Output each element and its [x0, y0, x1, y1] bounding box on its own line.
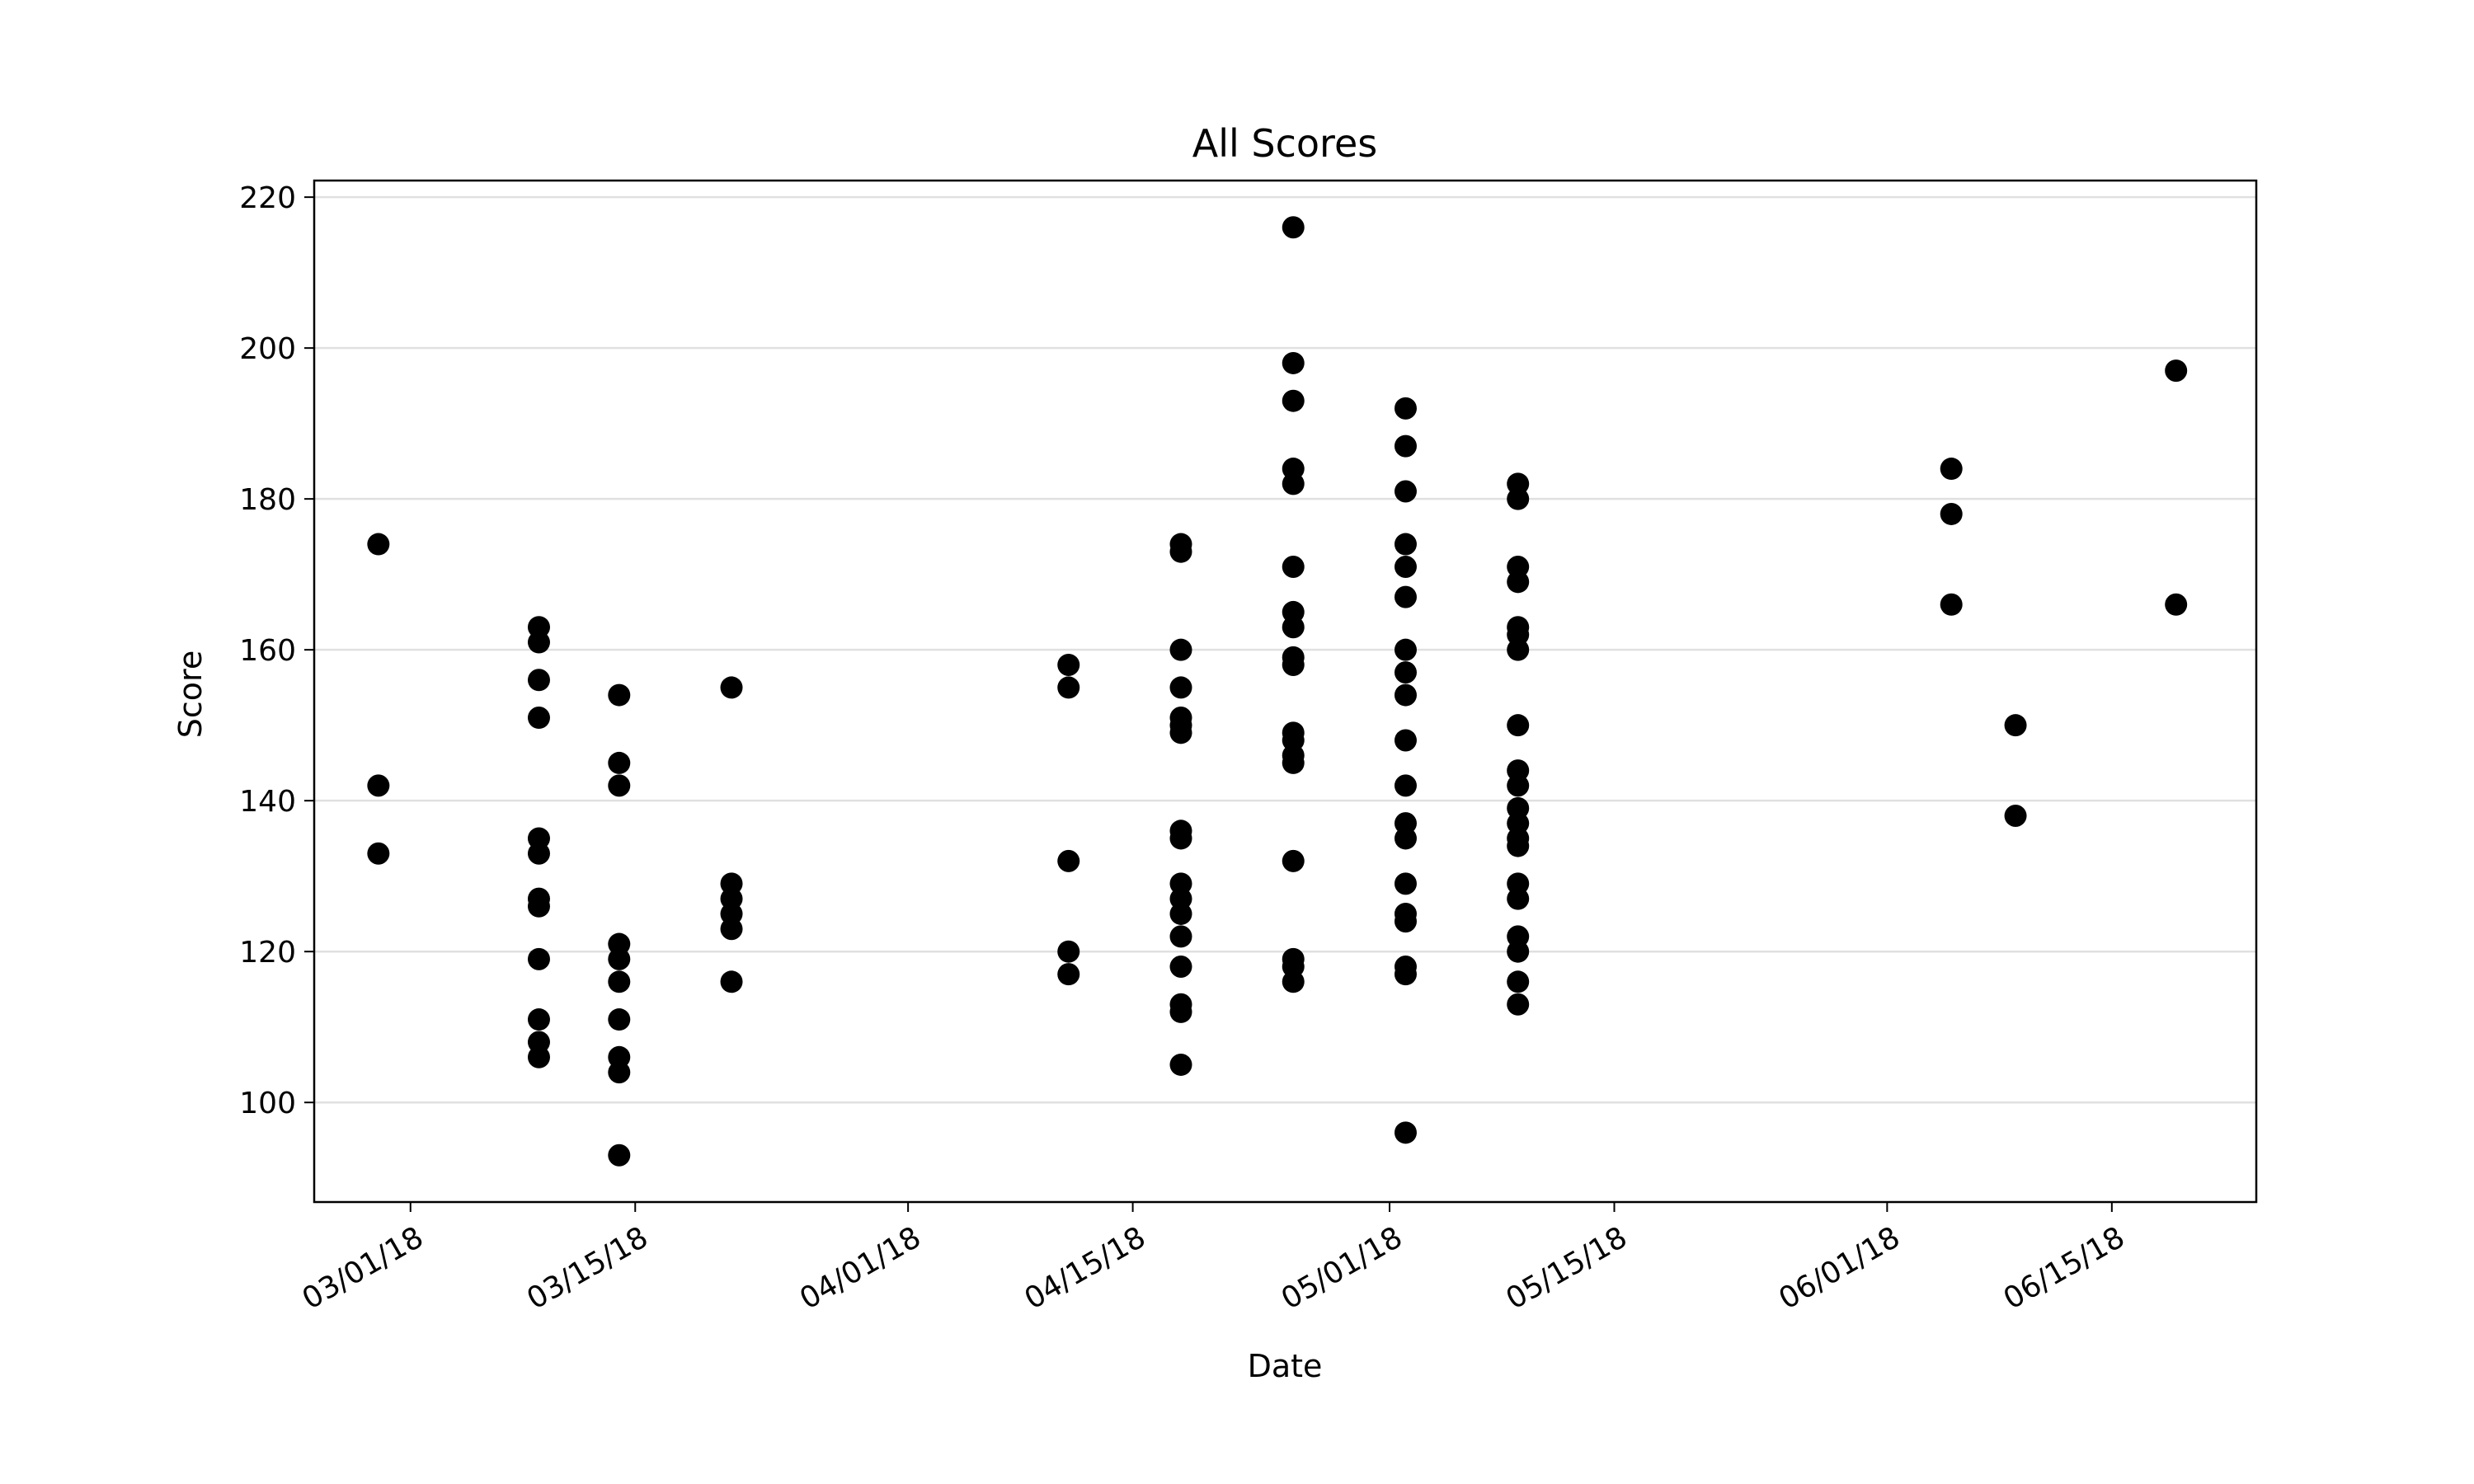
data-point: [1169, 540, 1192, 563]
y-tick-label: 160: [239, 634, 296, 668]
y-axis-ticks: 100 120 140 160 180 200 220: [239, 181, 314, 1120]
data-point: [1507, 774, 1530, 797]
data-point: [1394, 729, 1417, 752]
data-point: [1394, 533, 1417, 556]
data-point: [1169, 638, 1192, 661]
data-point: [1940, 502, 1963, 525]
data-point: [1394, 963, 1417, 986]
data-point: [1169, 827, 1192, 850]
y-tick-label: 140: [239, 785, 296, 819]
data-point: [1169, 721, 1192, 744]
data-point: [367, 842, 390, 865]
y-tick-label: 200: [239, 332, 296, 366]
y-tick-label: 120: [239, 936, 296, 970]
data-point: [1282, 556, 1305, 579]
plot-area-frame: [313, 179, 2258, 1204]
data-point: [1507, 638, 1530, 661]
data-point: [1394, 683, 1417, 707]
data-point: [720, 970, 743, 993]
data-point: [1394, 661, 1417, 684]
data-point: [527, 1045, 550, 1068]
y-tick-label: 220: [239, 181, 296, 215]
data-point: [1057, 940, 1080, 963]
data-point: [2165, 359, 2188, 383]
data-point: [608, 1008, 631, 1031]
data-point: [608, 970, 631, 993]
data-point: [1507, 487, 1530, 510]
data-point: [1507, 714, 1530, 737]
data-point: [1282, 653, 1305, 676]
data-point: [1282, 849, 1305, 872]
data-point: [1940, 593, 1963, 616]
data-point: [1282, 389, 1305, 412]
data-point: [1169, 955, 1192, 978]
data-point: [1394, 1121, 1417, 1144]
data-point: [1394, 556, 1417, 579]
data-point: [1394, 397, 1417, 420]
data-point: [527, 895, 550, 918]
data-point: [1394, 872, 1417, 895]
data-point: [1940, 458, 1963, 481]
data-point: [1282, 472, 1305, 495]
chart-title: All Scores: [1192, 121, 1377, 166]
data-point: [1507, 887, 1530, 910]
data-point: [367, 533, 390, 556]
data-point: [1057, 653, 1080, 676]
data-point: [1169, 925, 1192, 948]
data-point: [527, 842, 550, 865]
data-point: [1394, 434, 1417, 458]
x-axis-label: Date: [1248, 1348, 1323, 1384]
data-point: [2165, 593, 2188, 616]
data-point: [527, 1008, 550, 1031]
y-tick-label: 180: [239, 483, 296, 517]
data-point: [527, 707, 550, 730]
data-point: [1282, 751, 1305, 774]
data-point: [1169, 902, 1192, 925]
data-point: [2004, 714, 2027, 737]
data-point: [1057, 676, 1080, 699]
data-point: [1282, 616, 1305, 639]
data-point: [1282, 970, 1305, 993]
data-point: [1057, 849, 1080, 872]
data-point: [367, 774, 390, 797]
data-point: [2004, 804, 2027, 827]
data-point: [608, 1061, 631, 1084]
data-point: [1394, 480, 1417, 503]
data-point: [1169, 1000, 1192, 1023]
data-point: [1394, 774, 1417, 797]
data-point: [608, 683, 631, 707]
data-point: [527, 947, 550, 970]
data-point: [608, 947, 631, 970]
data-point: [1394, 585, 1417, 608]
data-point: [1169, 676, 1192, 699]
data-point: [1282, 351, 1305, 374]
data-point: [527, 669, 550, 692]
y-axis-label: Score: [172, 650, 209, 738]
data-point: [1507, 940, 1530, 963]
data-point: [608, 751, 631, 774]
data-point: [1169, 1053, 1192, 1076]
data-point: [1507, 993, 1530, 1016]
data-point: [527, 631, 550, 654]
data-point: [608, 1144, 631, 1167]
data-points: [367, 216, 2188, 1167]
data-point: [608, 774, 631, 797]
data-point: [1394, 827, 1417, 850]
data-point: [1394, 910, 1417, 933]
data-point: [1507, 834, 1530, 857]
data-point: [1394, 638, 1417, 661]
data-point: [1057, 963, 1080, 986]
data-point: [1282, 216, 1305, 239]
data-point: [1507, 970, 1530, 993]
y-tick-label: 100: [239, 1087, 296, 1120]
data-point: [720, 918, 743, 941]
data-point: [1507, 571, 1530, 594]
data-point: [720, 676, 743, 699]
